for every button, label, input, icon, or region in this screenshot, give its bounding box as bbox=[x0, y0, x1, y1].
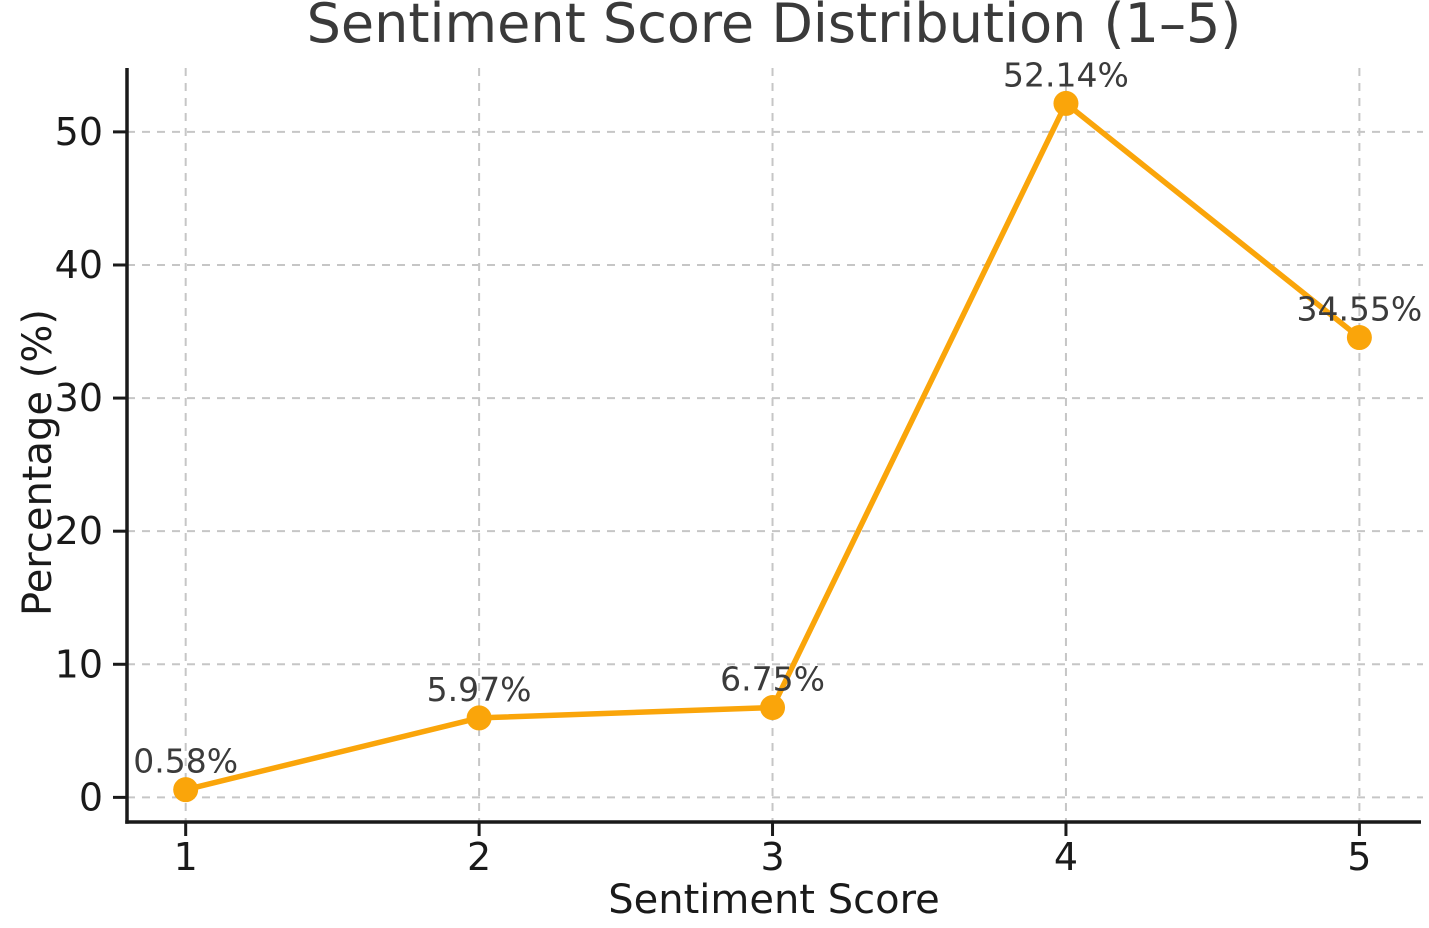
y-tick-label: 30 bbox=[55, 376, 103, 420]
y-tick-label: 20 bbox=[55, 509, 103, 553]
x-tick-label: 2 bbox=[467, 835, 491, 879]
y-tick-label: 40 bbox=[55, 243, 103, 287]
y-tick-label: 10 bbox=[55, 642, 103, 686]
data-point bbox=[466, 705, 492, 731]
chart-title: Sentiment Score Distribution (1–5) bbox=[306, 0, 1242, 55]
x-tick-label: 4 bbox=[1054, 835, 1078, 879]
y-tick-label: 50 bbox=[55, 110, 103, 154]
data-point bbox=[1053, 90, 1079, 116]
data-point bbox=[760, 695, 786, 721]
x-tick-label: 5 bbox=[1347, 835, 1371, 879]
x-tick-label: 3 bbox=[760, 835, 784, 879]
data-point bbox=[173, 777, 199, 803]
data-point-label: 52.14% bbox=[1003, 55, 1129, 94]
x-tick-label: 1 bbox=[174, 835, 198, 879]
data-point bbox=[1346, 325, 1372, 351]
x-axis-label: Sentiment Score bbox=[608, 877, 940, 923]
data-point-label: 34.55% bbox=[1296, 290, 1422, 329]
data-point-label: 5.97% bbox=[427, 670, 532, 709]
data-point-label: 6.75% bbox=[720, 660, 825, 699]
data-point-label: 0.58% bbox=[133, 742, 238, 781]
y-tick-label: 0 bbox=[79, 775, 103, 819]
